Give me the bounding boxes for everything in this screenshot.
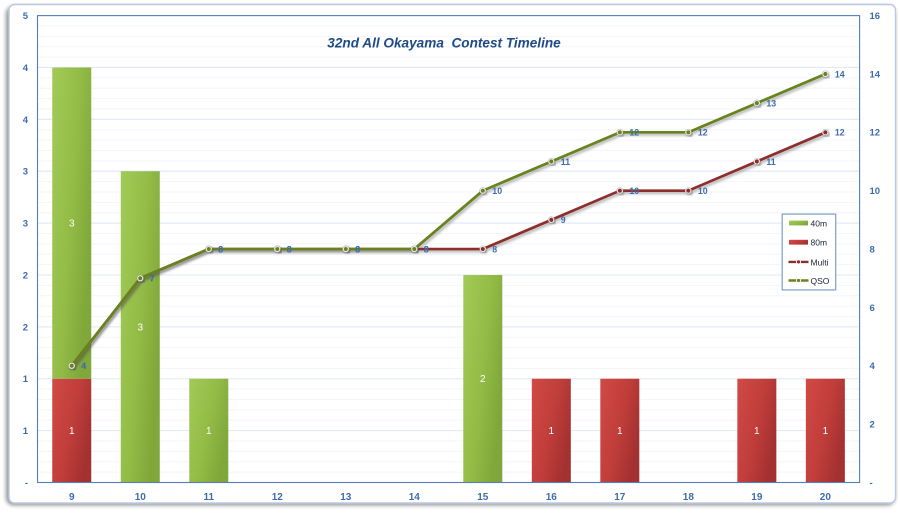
svg-text:-: -: [870, 478, 873, 489]
svg-text:1: 1: [754, 426, 760, 437]
svg-text:19: 19: [751, 492, 763, 503]
svg-text:8: 8: [492, 244, 497, 254]
svg-text:12: 12: [629, 128, 639, 138]
svg-text:8: 8: [218, 244, 223, 254]
svg-text:6: 6: [870, 303, 875, 314]
svg-text:18: 18: [683, 492, 695, 503]
svg-text:8: 8: [870, 244, 875, 255]
svg-text:9: 9: [561, 215, 566, 225]
svg-text:8: 8: [287, 244, 292, 254]
svg-text:3: 3: [69, 219, 75, 230]
svg-text:16: 16: [546, 492, 558, 503]
svg-text:12: 12: [870, 128, 881, 139]
svg-text:80m: 80m: [811, 238, 828, 248]
svg-text:1: 1: [617, 426, 623, 437]
svg-text:5: 5: [23, 11, 29, 22]
svg-text:14: 14: [835, 69, 845, 79]
svg-text:1: 1: [23, 426, 29, 437]
svg-text:14: 14: [870, 69, 881, 80]
svg-text:3: 3: [137, 322, 143, 333]
svg-text:4: 4: [81, 361, 86, 371]
svg-text:12: 12: [698, 128, 708, 138]
svg-text:11: 11: [561, 157, 570, 167]
svg-text:4: 4: [870, 361, 876, 372]
svg-text:4: 4: [23, 115, 29, 126]
svg-text:13: 13: [340, 492, 352, 503]
svg-text:10: 10: [698, 186, 708, 196]
svg-text:-: -: [25, 478, 28, 489]
svg-text:4: 4: [23, 63, 29, 74]
svg-text:1: 1: [69, 426, 75, 437]
svg-text:8: 8: [355, 244, 360, 254]
svg-text:8: 8: [424, 244, 429, 254]
svg-text:40m: 40m: [811, 218, 828, 228]
svg-text:2: 2: [870, 420, 875, 431]
svg-text:12: 12: [272, 492, 284, 503]
svg-text:10: 10: [492, 186, 502, 196]
svg-text:8: 8: [218, 244, 223, 254]
svg-text:1: 1: [823, 426, 829, 437]
svg-text:7: 7: [150, 274, 155, 284]
svg-text:11: 11: [766, 157, 775, 167]
svg-text:4: 4: [81, 361, 86, 371]
svg-text:15: 15: [477, 492, 489, 503]
svg-text:3: 3: [23, 167, 28, 178]
svg-text:13: 13: [766, 98, 776, 108]
svg-text:16: 16: [870, 11, 881, 22]
svg-text:9: 9: [69, 492, 75, 503]
svg-text:10: 10: [629, 186, 639, 196]
svg-text:8: 8: [355, 244, 360, 254]
svg-text:11: 11: [203, 492, 214, 503]
svg-text:20: 20: [820, 492, 832, 503]
svg-text:1: 1: [206, 426, 212, 437]
svg-text:12: 12: [835, 128, 845, 138]
svg-text:2: 2: [23, 270, 28, 281]
svg-text:2: 2: [23, 322, 28, 333]
svg-text:14: 14: [409, 492, 421, 503]
svg-text:32nd All Okayama Contest Time: 32nd All Okayama Contest Timeline: [327, 36, 561, 51]
svg-text:2: 2: [480, 374, 486, 385]
svg-text:1: 1: [549, 426, 555, 437]
svg-text:QSO: QSO: [811, 276, 830, 286]
svg-text:3: 3: [23, 219, 28, 230]
svg-text:17: 17: [614, 492, 626, 503]
svg-text:8: 8: [424, 244, 429, 254]
svg-text:1: 1: [23, 374, 29, 385]
svg-text:10: 10: [135, 492, 147, 503]
svg-text:7: 7: [150, 274, 155, 284]
svg-text:8: 8: [287, 244, 292, 254]
svg-text:Multi: Multi: [811, 257, 829, 267]
svg-text:10: 10: [870, 186, 881, 197]
